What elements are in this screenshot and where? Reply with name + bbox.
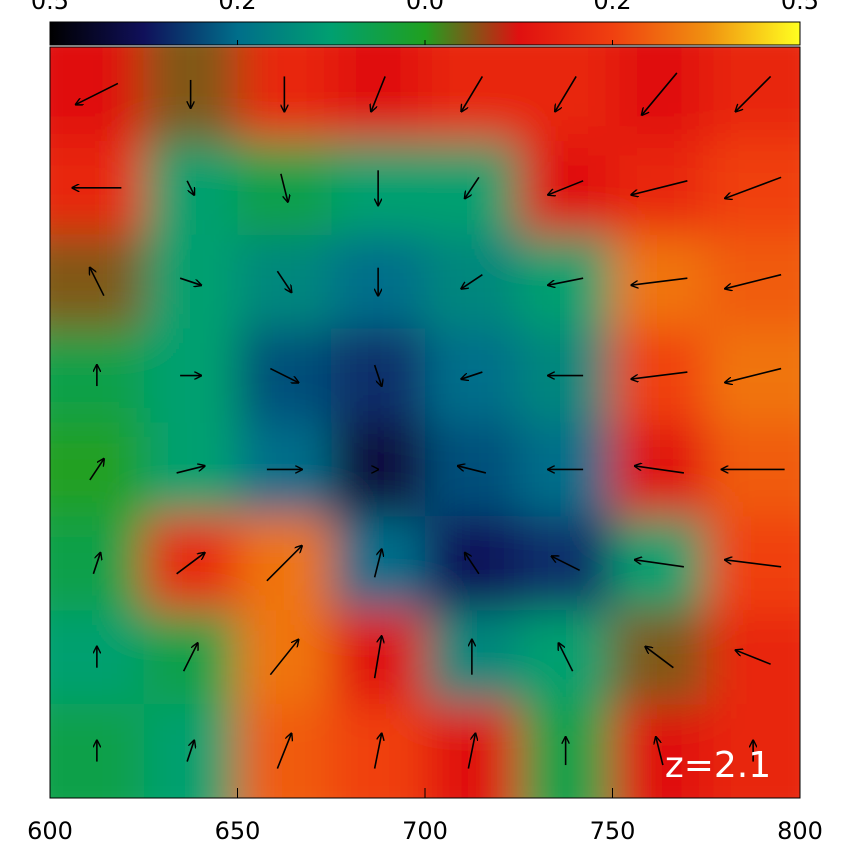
vector-arrow (642, 72, 678, 115)
annotation: z=2.1 (665, 745, 771, 786)
vector-arrow (631, 371, 688, 379)
vector-arrow (656, 737, 664, 766)
vector-arrow (725, 560, 782, 568)
vector-arrow (269, 640, 298, 676)
vector-arrow (631, 277, 688, 285)
heat-cell (706, 610, 800, 706)
vector-arrow (465, 553, 480, 575)
vector-arrow (76, 82, 119, 104)
vector-arrow (736, 650, 771, 665)
vector-arrow (725, 273, 782, 289)
heat-cell (50, 328, 145, 424)
vector-arrow (725, 176, 782, 198)
vector-arrow (373, 734, 382, 769)
vector-arrow (176, 466, 205, 474)
vector-arrow (458, 466, 487, 474)
vector-arrow (182, 643, 198, 672)
vector-arrow (270, 367, 298, 383)
x-tick-label: 800 (777, 817, 823, 845)
colorbar-tick-label: 0.0 (406, 0, 444, 15)
vector-arrow (92, 553, 100, 575)
vector-arrow (280, 173, 288, 202)
vector-arrow (373, 364, 382, 386)
vector-arrow (373, 636, 382, 679)
vector-arrow (461, 76, 484, 111)
vector-arrow (552, 556, 580, 572)
vector-arrow (373, 549, 382, 578)
x-tick-label: 700 (402, 817, 448, 845)
heat-cell (706, 328, 800, 424)
vector-arrow (635, 560, 684, 568)
vector-field (72, 72, 785, 769)
x-tick-label: 650 (215, 817, 261, 845)
vector-arrow (179, 277, 201, 285)
vector-arrow (725, 367, 782, 383)
vector-arrow (631, 180, 688, 195)
x-tick-label: 750 (590, 817, 636, 845)
heat-cell (706, 140, 800, 236)
heat-cell (50, 422, 145, 518)
colorbar-tick-label: 0.2 (218, 0, 256, 15)
colorbar: 0.5 0.2 0.0 0.2 0.5 (31, 0, 819, 46)
colorbar-tick-label: 0.5 (781, 0, 819, 15)
x-tick-label: 600 (27, 817, 73, 845)
vector-arrow (186, 180, 194, 195)
colorbar-tick-label: 0.5 (31, 0, 69, 15)
heat-cell (50, 516, 145, 612)
vector-arrow (90, 268, 105, 297)
vector-arrow (736, 75, 772, 111)
vector-arrow (176, 553, 205, 575)
vector-arrow (645, 647, 674, 669)
vector-arrow (276, 270, 291, 292)
vector-arrow (548, 180, 584, 195)
vector-arrow (461, 274, 483, 289)
heat-cell (50, 610, 145, 706)
vector-arrow (461, 371, 483, 379)
vector-arrow (276, 734, 291, 769)
colorbar-tick-label: 0.2 (593, 0, 631, 15)
vector-arrow (465, 176, 480, 198)
vector-arrow (548, 277, 584, 285)
heatmap (50, 47, 800, 798)
heat-cell (706, 234, 800, 330)
heat-cell (50, 234, 145, 330)
vector-arrow (559, 643, 574, 672)
vector-arrow (635, 466, 684, 474)
heat-cell (706, 516, 800, 612)
vector-arrow (371, 76, 386, 111)
vector-arrow (186, 741, 194, 762)
vector-arrow (555, 76, 577, 111)
heat-cell (331, 422, 426, 518)
vector-arrow (266, 546, 302, 582)
vector-arrow (467, 734, 475, 769)
x-axis: 600 650 700 750 800 (27, 788, 823, 845)
vector-arrow (89, 459, 104, 481)
